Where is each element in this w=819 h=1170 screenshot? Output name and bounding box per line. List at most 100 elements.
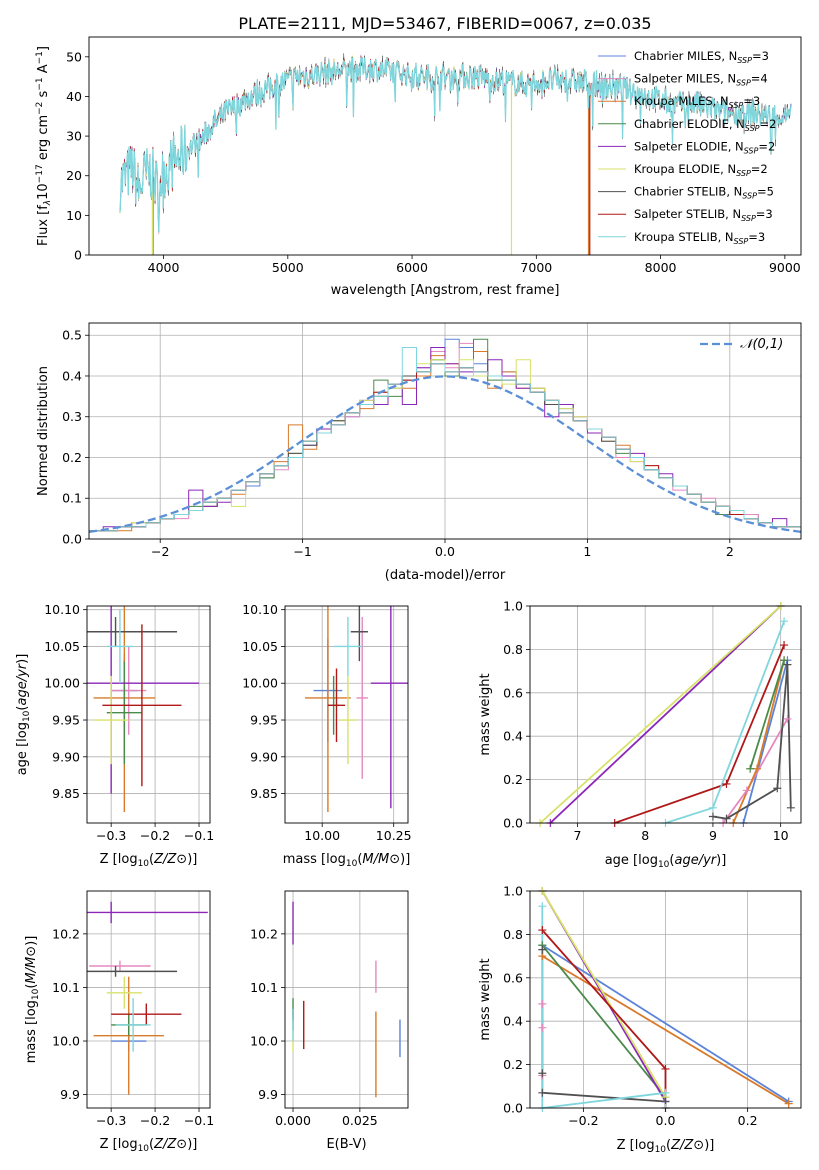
- weight-marker: [722, 779, 731, 788]
- x-tick-label: −1: [293, 544, 311, 559]
- x-tick-label: −0.2: [140, 1113, 170, 1128]
- x-tick-label: 0.2: [738, 1113, 758, 1128]
- y-tick-label: 10.2: [52, 926, 80, 941]
- x-tick-label: −0.2: [568, 1113, 598, 1128]
- legend-label: Chabrier STELIB, NSSP=5: [634, 185, 774, 201]
- y-tick-label: 10.10: [242, 602, 278, 617]
- legend-label: Kroupa MILES, NSSP=3: [634, 94, 760, 110]
- y-tick-label: 0.4: [503, 1014, 523, 1029]
- x-tick-label: −0.3: [96, 1113, 126, 1128]
- x-tick-label: −2: [151, 544, 169, 559]
- weights-vs-age-panel: 7 8 9 10 0.0 0.2 0.4 0.6 0.8 1.0 age [log10(age/yr…: [478, 599, 802, 870]
- weight-line: [665, 620, 785, 823]
- weight-marker: [538, 945, 547, 954]
- y-tick-label: 40: [66, 89, 82, 104]
- weight-marker: [538, 926, 547, 935]
- weight-marker: [708, 803, 717, 812]
- y-tick-label: 10.05: [242, 639, 278, 654]
- weight-marker: [538, 1069, 547, 1078]
- weight-marker: [783, 714, 792, 723]
- y-tick-label: 0.2: [503, 1057, 523, 1072]
- weight-line: [541, 949, 666, 1103]
- axes-frame: [284, 605, 409, 824]
- weight-marker: [722, 814, 731, 823]
- axes-frame: [86, 605, 211, 824]
- x-tick-label: 7000: [520, 260, 552, 275]
- y-tick-label: 9.90: [250, 749, 278, 764]
- y-tick-label: 0: [74, 248, 82, 263]
- y-tick-label: 0.5: [62, 328, 82, 343]
- weight-marker: [780, 617, 789, 626]
- plot-area: [305, 606, 408, 812]
- x-tick-label: −0.1: [184, 1113, 214, 1128]
- x-axis-label: (data-model)/error: [385, 568, 506, 583]
- x-tick-label: 8000: [645, 260, 677, 275]
- x-axis-label: Z [log10(Z/Z⊙)]: [100, 1137, 198, 1154]
- model-spectrum-line: [119, 56, 792, 232]
- x-tick-label: 4000: [148, 260, 180, 275]
- x-axis-label: E(B-V): [326, 1137, 366, 1152]
- weight-marker: [661, 1064, 670, 1073]
- y-tick-label: 10.2: [250, 926, 278, 941]
- y-tick-label: 0.4: [62, 368, 82, 383]
- axes-frame: [529, 605, 802, 824]
- weight-line: [742, 660, 789, 823]
- weight-line: [541, 944, 790, 1103]
- x-tick-label: −0.3: [96, 828, 126, 843]
- x-tick-label: 0.0: [656, 1113, 676, 1128]
- y-tick-label: 50: [66, 49, 82, 64]
- y-tick-label: 10: [66, 208, 82, 223]
- y-tick-label: 9.9: [258, 1087, 278, 1102]
- x-axis-label: wavelength [Angstrom, rest frame]: [331, 283, 560, 298]
- weights-vs-metallicity-panel: −0.2 0.0 0.2 0.0 0.2 0.4 0.6 0.8 1.0 Z [log10(Z/Z…: [478, 884, 802, 1155]
- y-tick-label: 0.6: [503, 970, 523, 985]
- plot-area: [87, 606, 200, 812]
- legend-label: Chabrier MILES, NSSP=3: [634, 49, 769, 65]
- axes-frame: [284, 890, 409, 1109]
- y-tick-label: 10.10: [44, 602, 80, 617]
- y-tick-label: 9.9: [60, 1087, 80, 1102]
- y-tick-label: 0.6: [503, 685, 523, 700]
- y-tick-label: 0.0: [62, 532, 82, 547]
- histogram-step: [89, 347, 801, 539]
- y-tick-label: 10.00: [242, 676, 278, 691]
- weight-line: [541, 955, 790, 1105]
- weight-marker: [746, 764, 755, 773]
- weight-line: [541, 906, 667, 1108]
- x-axis-label: mass [log10(M/M⊙)]: [283, 852, 411, 869]
- plot-area: [87, 901, 208, 1095]
- y-tick-label: 0.1: [62, 491, 82, 506]
- spectrum-panel: 4000 5000 6000 7000 8000 9000 0 10 20 30 40 50 wavel…: [35, 36, 802, 298]
- weight-marker: [783, 660, 792, 669]
- plot-area: [119, 53, 792, 255]
- y-tick-label: 10.0: [52, 1034, 80, 1049]
- weight-marker: [786, 803, 795, 812]
- y-axis-label: mass weight: [478, 673, 493, 755]
- weight-marker: [752, 764, 761, 773]
- y-axis-label: mass weight: [478, 958, 493, 1040]
- x-tick-label: 10.25: [376, 828, 412, 843]
- y-tick-label: 0.0: [503, 816, 523, 831]
- weight-marker: [780, 656, 789, 665]
- y-tick-label: 0.0: [503, 1101, 523, 1116]
- legend-label: Salpeter STELIB, NSSP=3: [634, 207, 773, 223]
- y-tick-label: 10.1: [52, 980, 80, 995]
- mass-vs-ebv-panel: 0.000 0.025 9.9 10.0 10.1 10.2 E(B-V): [250, 890, 409, 1152]
- y-tick-label: 1.0: [503, 599, 523, 614]
- legend-label: Kroupa STELIB, NSSP=3: [634, 230, 765, 246]
- y-tick-label: 9.85: [52, 786, 80, 801]
- y-axis-label: mass [log10(M/M⊙)]: [24, 936, 41, 1064]
- y-tick-label: 10.05: [44, 639, 80, 654]
- x-tick-label: −0.2: [140, 828, 170, 843]
- legend-label: Chabrier ELODIE, NSSP=2: [634, 117, 776, 133]
- weight-marker: [708, 812, 717, 821]
- axes-frame: [86, 890, 211, 1109]
- y-tick-label: 0.3: [62, 409, 82, 424]
- weight-marker: [661, 1088, 670, 1097]
- x-tick-label: 8: [641, 828, 649, 843]
- weight-marker: [780, 641, 789, 650]
- age-vs-mass-panel: 10.00 10.25 9.85 9.90 9.95 10.00 10.05 10.10 mas…: [242, 602, 412, 869]
- x-axis-label: Z [log10(Z/Z⊙)]: [617, 1138, 715, 1155]
- weight-marker: [538, 1023, 547, 1032]
